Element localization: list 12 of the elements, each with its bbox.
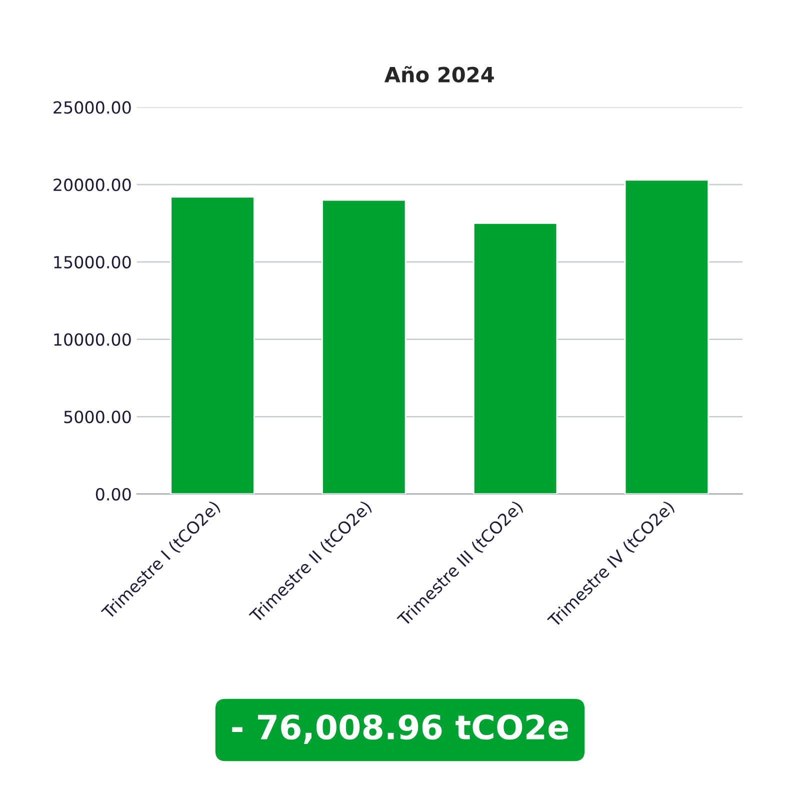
bar bbox=[624, 179, 710, 494]
y-tick-label: 20000.00 bbox=[54, 178, 131, 192]
y-tick-label: 5000.00 bbox=[64, 410, 131, 424]
bar bbox=[472, 222, 558, 494]
text: - 76,008.96 tCO2e bbox=[232, 714, 568, 744]
y-tick-label: 25000.00 bbox=[54, 101, 131, 114]
bar bbox=[322, 199, 406, 494]
y-tick-label: 15000.00 bbox=[54, 256, 131, 268]
y-tick-label: 0.00 bbox=[96, 488, 131, 501]
y-tick-label: 10000.00 bbox=[54, 333, 131, 346]
bar bbox=[170, 196, 255, 494]
chart-title: Año 2024 bbox=[384, 66, 494, 82]
